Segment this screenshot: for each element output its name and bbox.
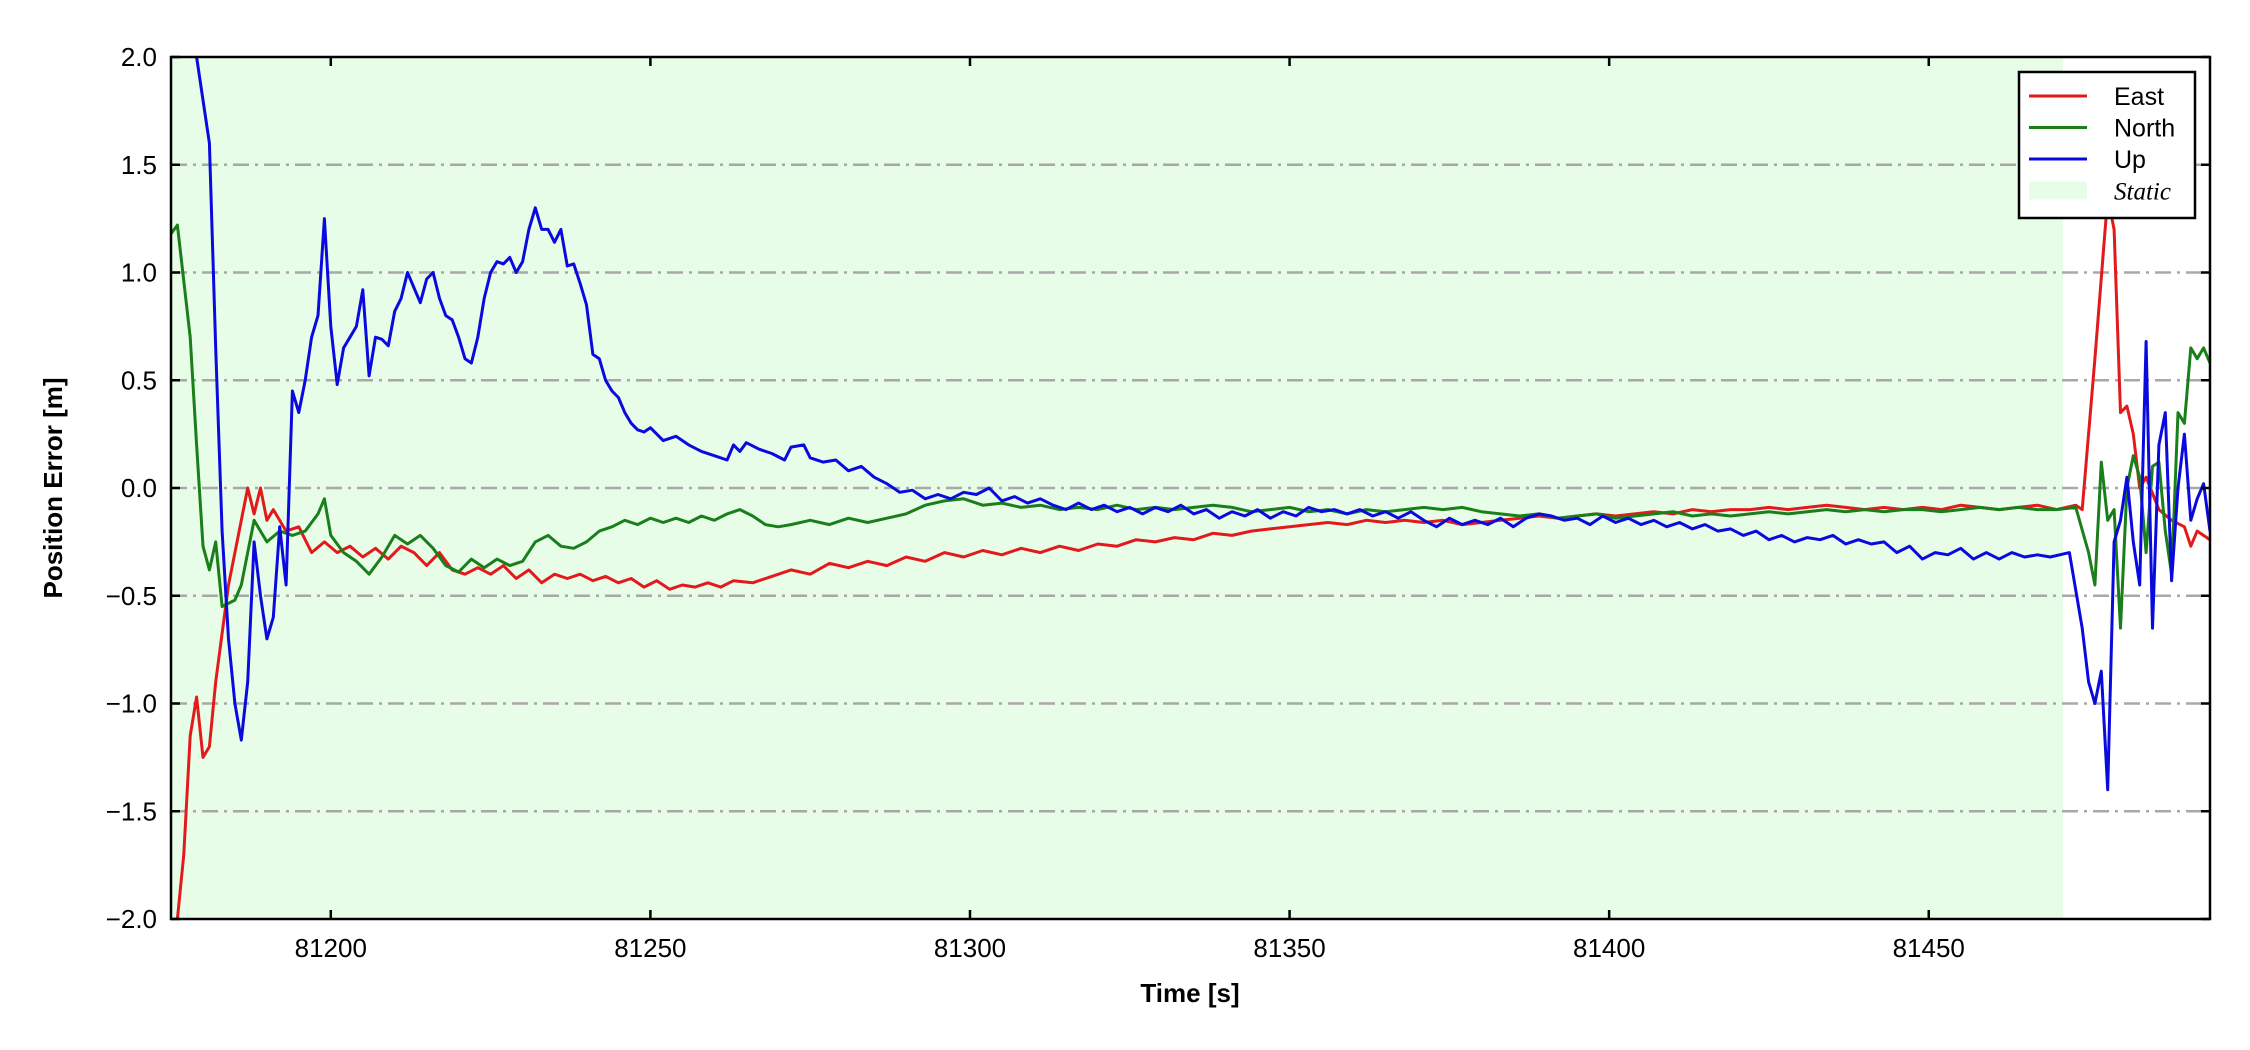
y-tick-label: 1.0: [121, 258, 157, 288]
x-tick-label: 81450: [1893, 933, 1965, 963]
y-tick-label: −2.0: [106, 904, 157, 934]
x-tick-label: 81300: [934, 933, 1006, 963]
series-line-north: [171, 223, 2210, 630]
y-axis-label: Position Error [m]: [38, 377, 68, 598]
legend-label-up: Up: [2114, 146, 2146, 174]
y-tick-label: −0.5: [106, 581, 157, 611]
legend: East North Up Static: [2017, 70, 2197, 220]
series-layer: [171, 57, 2210, 919]
legend-label-north: North: [2114, 115, 2175, 143]
series-line-east: [175, 195, 2210, 919]
x-tick-label: 81250: [614, 933, 686, 963]
y-tick-label: 0.5: [121, 365, 157, 395]
x-tick-label: 81400: [1573, 933, 1645, 963]
x-tick-label: 81350: [1253, 933, 1325, 963]
series-line-up: [195, 57, 2210, 792]
y-tick-label: −1.0: [106, 689, 157, 719]
y-tick-label: 1.5: [121, 150, 157, 180]
legend-label-east: East: [2114, 83, 2164, 111]
y-tick-label: 0.0: [121, 473, 157, 503]
legend-swatch-static: [2029, 181, 2087, 200]
tick-layer: 81200 81250 81300 81350 81400 81450 −2.0 −1.5 −1…: [106, 42, 2210, 963]
y-tick-label: 2.0: [121, 42, 157, 72]
legend-label-static: Static: [2114, 179, 2171, 206]
x-tick-label: 81200: [295, 933, 367, 963]
y-tick-label: −1.5: [106, 796, 157, 826]
x-axis-label: Time [s]: [1140, 978, 1239, 1008]
